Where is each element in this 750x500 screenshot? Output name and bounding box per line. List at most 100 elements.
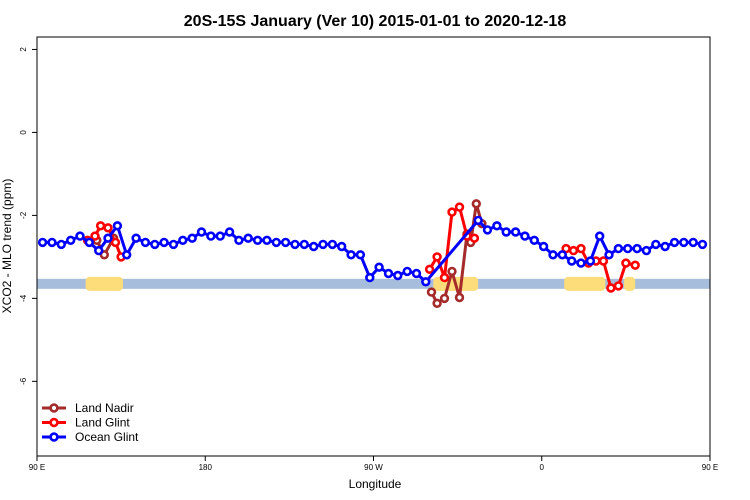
data-point bbox=[585, 256, 596, 266]
data-point bbox=[318, 239, 328, 250]
data-point bbox=[432, 252, 442, 262]
land-band-segment bbox=[564, 276, 606, 291]
data-point bbox=[688, 237, 698, 248]
data-point bbox=[84, 237, 95, 248]
data-point bbox=[168, 239, 179, 250]
series-land-glint bbox=[82, 202, 640, 293]
data-point bbox=[454, 202, 465, 212]
x-axis-ticks: 90 E 180 90 W 0 90 E bbox=[29, 456, 718, 472]
legend-swatch-marker bbox=[49, 417, 59, 428]
data-point bbox=[309, 241, 319, 252]
legend-swatch-marker bbox=[49, 432, 59, 442]
y-tick-label: 0 bbox=[19, 130, 28, 135]
data-point bbox=[112, 221, 123, 231]
data-point bbox=[501, 227, 511, 237]
data-point bbox=[206, 231, 216, 241]
data-point bbox=[121, 250, 132, 260]
data-point bbox=[469, 233, 480, 243]
data-point bbox=[252, 235, 263, 246]
data-point bbox=[110, 237, 121, 248]
data-point bbox=[103, 223, 113, 233]
data-point bbox=[234, 235, 244, 246]
legend-item: Land Nadir bbox=[42, 401, 134, 415]
data-point bbox=[150, 239, 160, 250]
data-point bbox=[178, 235, 188, 246]
legend-item: Land Glint bbox=[42, 416, 130, 430]
data-point bbox=[355, 250, 366, 260]
data-point bbox=[651, 239, 661, 250]
data-point bbox=[374, 262, 384, 272]
data-point bbox=[337, 241, 347, 252]
data-point bbox=[346, 250, 356, 260]
land-band-segment bbox=[624, 276, 636, 291]
legend-item: Ocean Glint bbox=[42, 430, 139, 444]
data-point bbox=[393, 270, 403, 281]
data-point bbox=[473, 215, 483, 226]
data-point bbox=[660, 241, 670, 252]
legend-label: Land Glint bbox=[75, 416, 130, 430]
series-ocean-glint bbox=[37, 215, 708, 287]
data-point bbox=[224, 227, 235, 237]
data-point bbox=[604, 250, 614, 260]
data-point bbox=[56, 239, 66, 250]
y-tick-label: 2 bbox=[19, 47, 28, 52]
y-tick-label: -2 bbox=[19, 211, 28, 219]
data-point bbox=[621, 258, 631, 268]
data-point bbox=[411, 268, 422, 279]
data-point bbox=[271, 237, 281, 248]
data-point bbox=[327, 239, 338, 250]
data-point bbox=[131, 233, 141, 243]
data-point bbox=[471, 199, 481, 209]
series-land-nadir bbox=[92, 199, 487, 308]
data-point bbox=[383, 268, 394, 279]
data-point bbox=[187, 233, 197, 243]
x-tick-label: 0 bbox=[540, 463, 545, 472]
data-point bbox=[243, 233, 253, 243]
data-point bbox=[641, 245, 652, 256]
plot-series bbox=[37, 199, 708, 308]
data-point bbox=[492, 221, 502, 231]
data-point bbox=[365, 272, 375, 283]
data-point bbox=[632, 243, 642, 254]
data-point bbox=[439, 293, 450, 304]
data-point bbox=[432, 298, 442, 308]
data-point bbox=[159, 237, 169, 248]
data-point bbox=[424, 264, 435, 274]
y-tick-label: -4 bbox=[19, 294, 28, 302]
data-point bbox=[576, 258, 586, 268]
data-point bbox=[606, 283, 616, 293]
data-point bbox=[95, 221, 106, 231]
data-point bbox=[613, 281, 624, 291]
data-point bbox=[447, 207, 457, 217]
data-point bbox=[454, 292, 465, 303]
data-point bbox=[520, 231, 530, 241]
data-point bbox=[538, 241, 549, 252]
data-point bbox=[93, 245, 104, 256]
data-point bbox=[529, 235, 539, 246]
y-tick-label: -6 bbox=[19, 377, 28, 385]
data-point bbox=[679, 237, 689, 248]
data-point bbox=[669, 237, 680, 248]
data-point bbox=[65, 235, 76, 246]
data-point bbox=[598, 256, 609, 266]
data-point bbox=[402, 266, 412, 277]
data-point bbox=[566, 256, 577, 266]
data-point bbox=[280, 237, 291, 248]
data-point bbox=[196, 227, 207, 237]
data-point bbox=[697, 239, 708, 250]
data-point bbox=[75, 231, 85, 241]
ocean-band bbox=[37, 278, 710, 289]
data-point bbox=[510, 227, 521, 237]
data-point bbox=[47, 237, 57, 248]
plot-frame bbox=[36, 36, 711, 457]
data-point bbox=[290, 239, 300, 250]
data-point bbox=[447, 266, 457, 277]
data-point bbox=[262, 235, 272, 246]
data-point bbox=[482, 225, 493, 235]
data-point bbox=[622, 243, 633, 254]
series-line bbox=[42, 218, 703, 284]
data-point bbox=[613, 243, 624, 254]
legend-label: Land Nadir bbox=[75, 401, 134, 415]
data-point bbox=[557, 250, 567, 260]
